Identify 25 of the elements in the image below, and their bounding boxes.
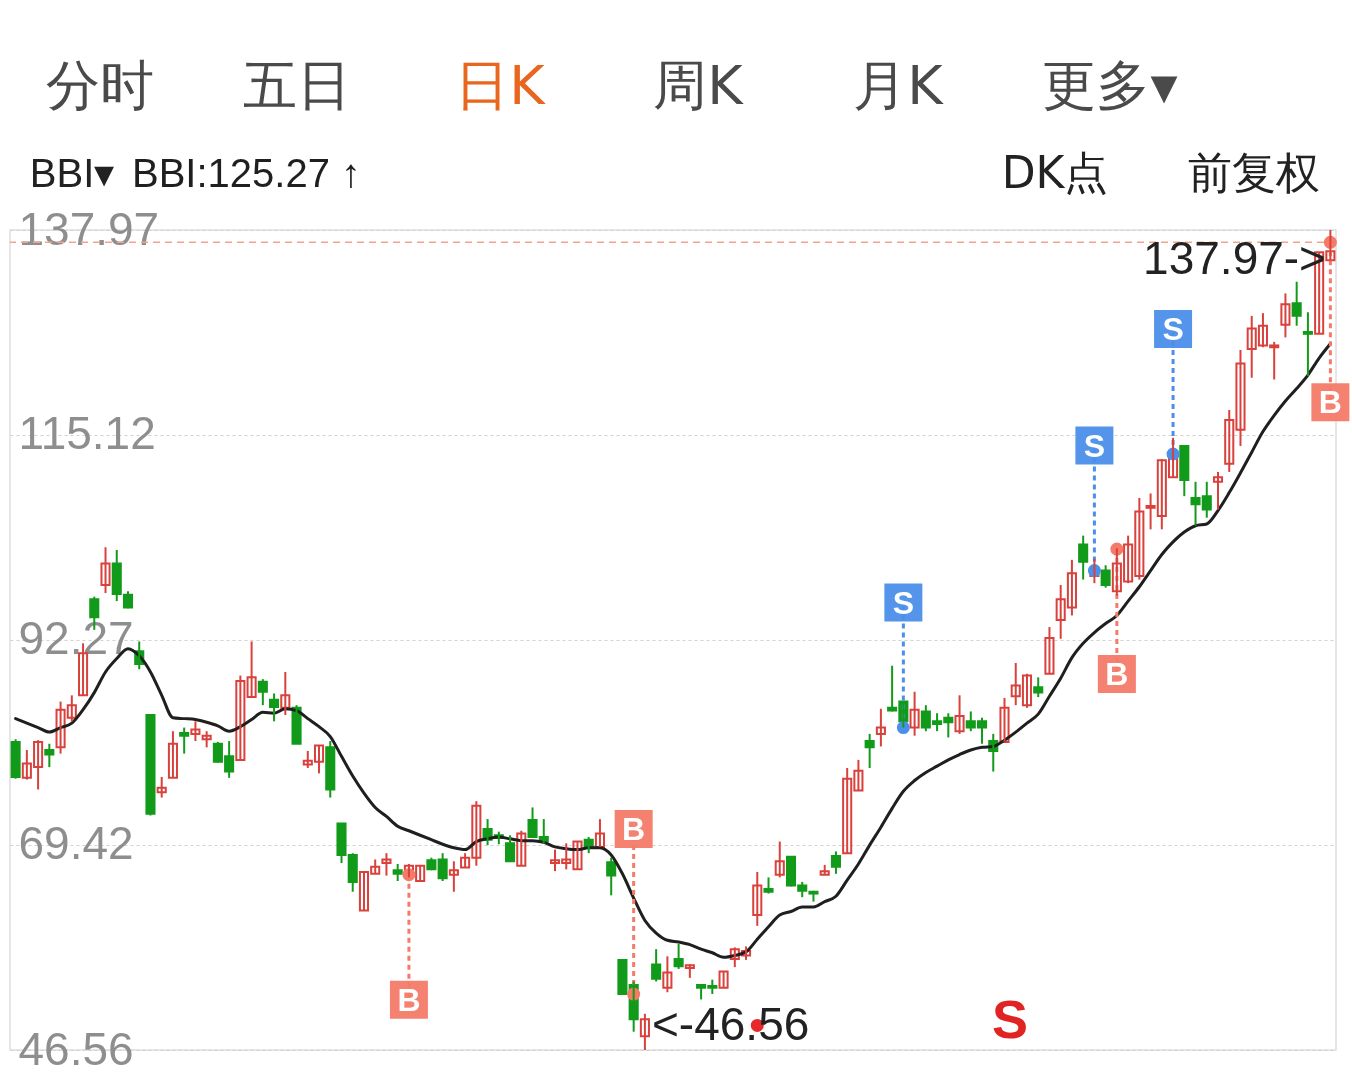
y-tick-label: 92.27 [18, 612, 134, 665]
text: B [1105, 656, 1129, 693]
text: B [1318, 384, 1342, 421]
annotation: 137.97-> [1143, 232, 1326, 284]
text: 更多▾ [1042, 54, 1178, 117]
y-tick-label: 46.56 [18, 1022, 134, 1075]
text: S [1162, 311, 1184, 347]
text: 月K [853, 54, 945, 117]
text: B [622, 811, 646, 848]
text: BBI:125.27 ↑ [132, 151, 362, 195]
text: 前复权 [1188, 147, 1320, 198]
text: 分时 [46, 54, 154, 117]
annotation: <-46.56 [652, 998, 810, 1050]
y-tick-label: 137.97 [18, 202, 160, 255]
text: S [892, 584, 915, 621]
text: B [397, 981, 421, 1018]
text: BBI▾ [29, 151, 115, 195]
annotation: S [991, 989, 1029, 1049]
text: 周K [653, 54, 745, 117]
text: 五日 [243, 54, 351, 117]
text: 日K [455, 54, 547, 117]
y-tick-label: 69.42 [18, 817, 134, 870]
text: DK点 [1001, 147, 1109, 198]
series-label: S [1083, 427, 1106, 464]
y-tick-label: 115.12 [18, 407, 156, 460]
